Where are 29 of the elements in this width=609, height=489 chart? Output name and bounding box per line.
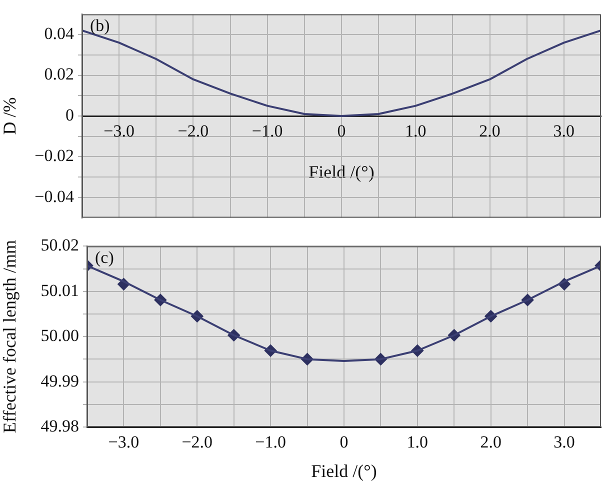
y-tick-label: 49.99 (40, 371, 79, 390)
y-tick-label: −0.04 (34, 186, 74, 206)
x-tick-label: 3.0 (554, 432, 575, 452)
x-tick-label: 0 (337, 122, 346, 141)
x-tick-label: 3.0 (553, 122, 575, 141)
annotation: (b) (90, 16, 110, 36)
annotation: (c) (95, 248, 114, 268)
y-tick-label: 49.98 (40, 416, 79, 436)
x-tick-label: −1.0 (252, 122, 283, 141)
x-tick-label: −2.0 (182, 432, 213, 452)
x-tick-label: 0 (340, 432, 348, 452)
y-tick-label: 0.04 (44, 24, 74, 44)
x-tick-label: 1.0 (405, 122, 426, 141)
x-tick-label: −3.0 (104, 122, 134, 141)
y-tick-label: 50.01 (40, 280, 79, 300)
y-tick-label: 0 (66, 105, 74, 124)
y-tick-label: 0.02 (44, 64, 74, 84)
x-tick-label: −2.0 (178, 122, 209, 141)
x-tick-label: 2.0 (479, 122, 500, 141)
x-tick-label: −1.0 (255, 432, 286, 452)
y-axis-title: Effective focal length /mm (0, 240, 20, 434)
y-axis-title: D /% (0, 97, 20, 135)
x-tick-label: 2.0 (480, 432, 502, 452)
y-tick-label: 50.00 (40, 326, 79, 346)
y-tick-label: 50.02 (40, 236, 79, 255)
x-tick-label: 1.0 (406, 432, 428, 452)
y-tick-label: −0.02 (34, 146, 74, 166)
x-tick-label: −3.0 (108, 432, 140, 452)
x-axis-title: Field /(°) (311, 460, 377, 481)
